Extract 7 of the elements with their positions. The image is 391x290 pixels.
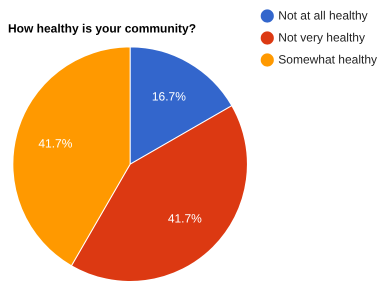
data-label: 41.7% <box>38 136 73 150</box>
data-label: 41.7% <box>168 211 202 226</box>
legend-label: Not very healthy <box>278 30 365 44</box>
legend-label: Not at all healthy <box>278 8 368 22</box>
legend-label: Somewhat healthy <box>278 52 378 66</box>
data-label: 16.7% <box>152 89 186 104</box>
text: How healthy is your community? <box>8 22 196 36</box>
